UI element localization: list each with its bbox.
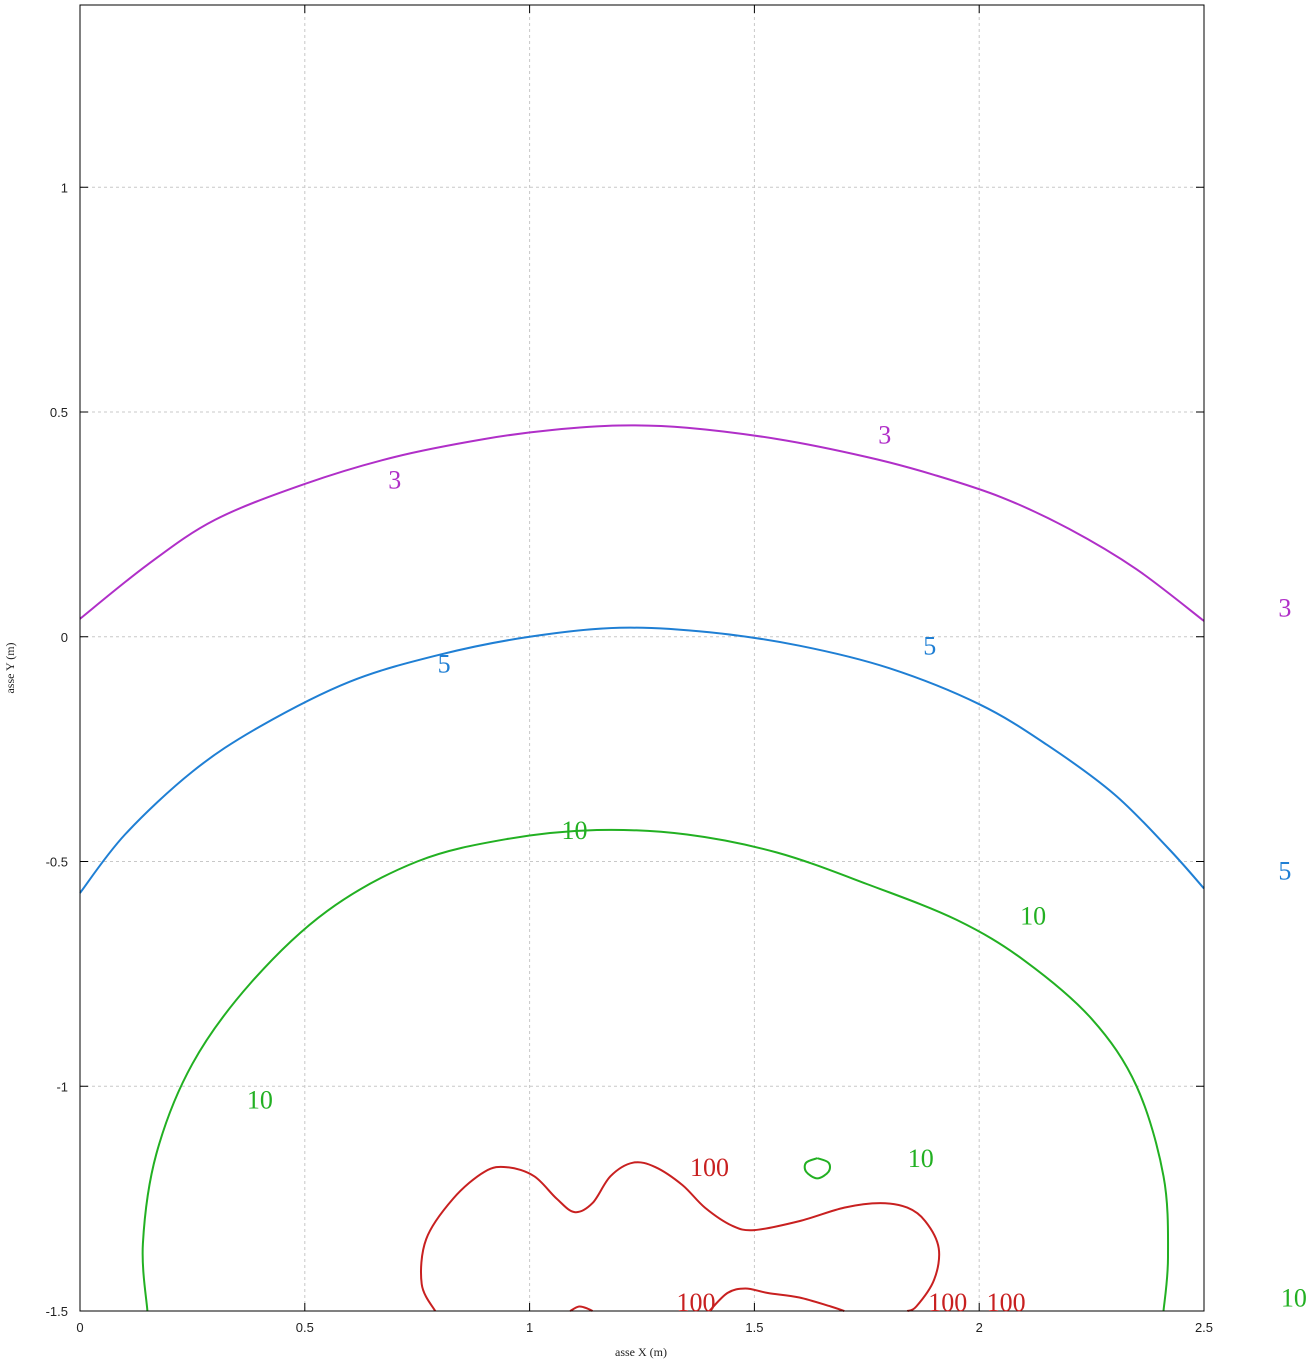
y-tick-label: 0.5: [50, 405, 68, 420]
x-axis-label: asse X (m): [615, 1345, 667, 1359]
y-tick-label: 1: [61, 180, 68, 195]
contour-layer: [79, 424, 1205, 1312]
tick-layer: 0 0.5 1 1.5 2 2.5 -1.5 -1 -0.5 0 0.5 1: [46, 5, 1213, 1335]
x-tick-label: 2.5: [1195, 1320, 1213, 1335]
y-axis-label: asse Y (m): [3, 642, 17, 693]
contour-label-level-3: 3: [388, 465, 401, 494]
contour-label-layer: 3 3 3 5 5 5 10 10 10 10 10 100 100 100 100: [247, 420, 1306, 1317]
contour-line-level-10: [803, 1157, 832, 1180]
contour-line-level-10: [141, 828, 1170, 1312]
contour-line-level-100: [420, 1161, 941, 1312]
x-tick-label: 0.5: [296, 1320, 314, 1335]
y-tick-label: -0.5: [46, 855, 68, 870]
y-tick-label: -1.5: [46, 1304, 68, 1319]
contour-label-level-100: 100: [690, 1153, 729, 1182]
contour-label-level-10: 10: [1281, 1284, 1306, 1313]
contour-line-level-3: [79, 424, 1205, 622]
x-tick-label: 2: [976, 1320, 983, 1335]
contour-label-level-100: 100: [987, 1288, 1026, 1317]
contour-label-level-100: 100: [676, 1288, 715, 1317]
x-tick-label: 1: [526, 1320, 533, 1335]
x-tick-label: 1.5: [745, 1320, 763, 1335]
contour-line-level-100: [569, 1305, 594, 1312]
contour-label-level-10: 10: [1020, 901, 1046, 930]
contour-line-level-5: [79, 626, 1205, 894]
y-tick-label: 0: [61, 630, 68, 645]
plot-frame: [79, 4, 1205, 1312]
x-tick-label: 0: [76, 1320, 83, 1335]
y-tick-label: -1: [56, 1079, 68, 1094]
grid-layer: [80, 5, 1204, 1311]
contour-label-level-5: 5: [1278, 856, 1291, 885]
contour-label-level-10: 10: [247, 1086, 273, 1115]
contour-line-level-100: [708, 1287, 845, 1312]
contour-label-level-3: 3: [878, 420, 891, 449]
contour-label-level-5: 5: [438, 650, 451, 679]
contour-label-level-3: 3: [1278, 594, 1291, 623]
contour-label-level-5: 5: [923, 632, 936, 661]
contour-label-level-10: 10: [562, 816, 588, 845]
contour-label-level-10: 10: [908, 1144, 934, 1173]
contour-label-level-100: 100: [928, 1288, 967, 1317]
